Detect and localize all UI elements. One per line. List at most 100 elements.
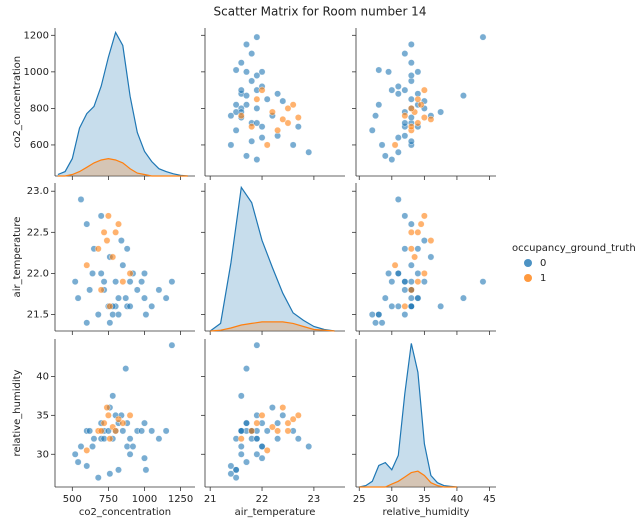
scatter-point: [253, 119, 261, 127]
scatter-point: [77, 196, 85, 203]
kde-area: [359, 471, 457, 487]
scatter-point: [258, 454, 266, 462]
scatter-point: [126, 278, 134, 286]
scatter-point: [232, 66, 240, 74]
scatter-point: [126, 435, 134, 443]
scatter-point: [71, 278, 79, 286]
scatter-point: [385, 68, 392, 76]
scatter-point: [401, 119, 409, 127]
scatter-point: [97, 212, 105, 220]
scatter-point: [407, 302, 415, 310]
scatter-point: [227, 462, 235, 470]
scatter-point: [253, 450, 261, 458]
x-tick-label: 23: [308, 494, 321, 505]
scatter-point: [248, 50, 256, 57]
scatter-point: [263, 427, 271, 435]
scatter-point: [258, 68, 266, 76]
scatter-point: [394, 270, 402, 277]
scatter-point: [401, 132, 409, 140]
legend-marker: [524, 259, 532, 267]
x-tick-label: 1250: [168, 494, 193, 505]
scatter-point: [253, 341, 261, 349]
scatter-point: [237, 427, 245, 435]
scatter-point: [237, 59, 245, 67]
y-tick-label: 1000: [24, 67, 49, 78]
legend-label: 0: [540, 258, 546, 269]
kde-line: [210, 321, 335, 332]
kde-area: [359, 343, 457, 487]
scatter-point: [148, 427, 156, 435]
scatter-point: [162, 294, 170, 302]
scatter-point: [232, 474, 240, 482]
scatter-point: [407, 261, 415, 269]
scatter-point: [375, 101, 383, 109]
scatter-point: [394, 134, 402, 142]
x-tick-label: 1000: [132, 494, 157, 505]
scatter-point: [401, 302, 409, 310]
scatter-point: [258, 86, 266, 94]
scatter-point: [232, 126, 240, 134]
scatter-point: [105, 427, 112, 435]
scatter-point: [243, 101, 250, 109]
scatter-point: [94, 311, 102, 318]
scatter-point: [248, 427, 256, 435]
scatter-point: [414, 294, 422, 302]
scatter-point: [437, 302, 445, 310]
scatter-point: [74, 294, 82, 302]
scatter-point: [401, 212, 409, 220]
scatter-point: [401, 112, 409, 120]
scatter-point: [237, 392, 245, 400]
scatter-point: [97, 286, 105, 294]
scatter-point: [83, 220, 91, 228]
scatter-point: [243, 68, 250, 76]
scatter-point: [427, 237, 435, 244]
scatter-point: [420, 237, 428, 244]
scatter-point: [86, 286, 94, 294]
scatter-point: [133, 286, 141, 294]
scatter-point: [263, 95, 271, 103]
scatter-point: [407, 72, 415, 79]
scatter-point: [115, 220, 122, 228]
scatter-point: [103, 404, 111, 411]
scatter-point: [97, 270, 105, 277]
scatter-point: [168, 278, 176, 286]
scatter-point: [243, 41, 250, 48]
scatter-point: [394, 148, 402, 156]
x-tick-label: 30: [385, 494, 398, 505]
scatter-point: [378, 141, 386, 149]
scatter-point: [100, 228, 108, 236]
scatter-point: [274, 90, 281, 98]
scatter-point: [86, 427, 94, 435]
scatter-point: [162, 427, 170, 435]
scatter-point: [420, 86, 428, 94]
x-tick-label: 25: [353, 494, 366, 505]
y-tick-label: 22.5: [27, 227, 49, 238]
scatter-point: [269, 404, 276, 411]
kde-area: [210, 321, 335, 331]
y-tick-label: 1200: [24, 30, 49, 41]
scatter-point: [253, 33, 261, 41]
scatter-point: [294, 435, 302, 443]
y-tick-label: 40: [36, 371, 49, 382]
x-tick-label: 40: [451, 494, 464, 505]
scatter-point: [115, 415, 122, 423]
scatter-point: [122, 294, 130, 302]
scatter-point: [106, 319, 114, 327]
scatter-point: [294, 411, 302, 419]
scatter-point: [119, 261, 127, 269]
scatter-point: [83, 462, 91, 470]
scatter-point: [407, 286, 415, 294]
scatter-point: [126, 411, 134, 419]
scatter-point: [112, 427, 120, 435]
scatter-point: [71, 450, 79, 458]
scatter-point: [420, 278, 428, 286]
scatter-point: [129, 443, 137, 450]
scatter-point: [123, 443, 131, 450]
scatter-point: [284, 119, 292, 127]
kde-area: [57, 32, 188, 177]
scatter-point: [274, 126, 281, 134]
scatter-point: [414, 245, 422, 253]
scatter-point: [227, 112, 235, 120]
scatter-point: [414, 95, 422, 103]
scatter-point: [237, 435, 245, 443]
